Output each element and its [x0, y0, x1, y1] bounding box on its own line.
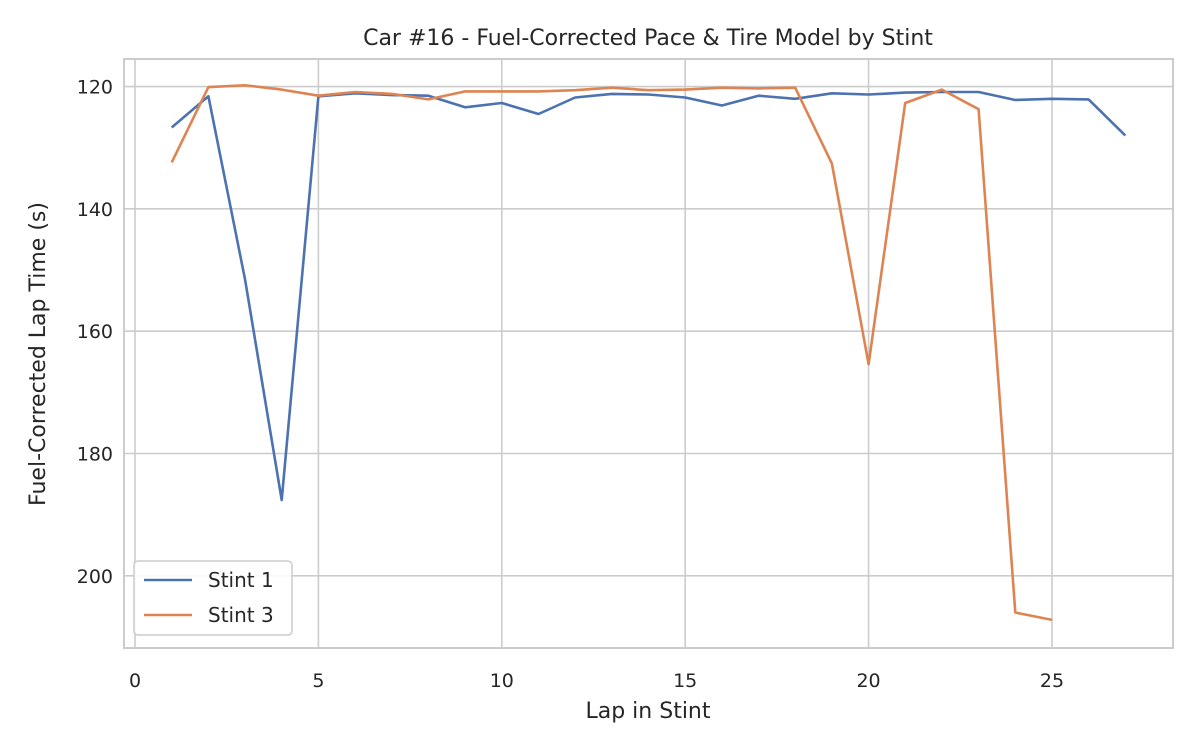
x-tick-label: 20 [856, 670, 880, 692]
y-tick-label: 180 [77, 444, 113, 466]
plot-frame [123, 58, 1174, 649]
x-axis-label: Lap in Stint [585, 699, 710, 724]
series-line-stint-3 [170, 84, 1053, 622]
y-axis-label: Fuel-Corrected Lap Time (s) [26, 202, 51, 506]
y-axis-ticks: 120 140 160 180 200 [77, 77, 113, 588]
x-tick-label: 10 [490, 670, 514, 692]
legend: Stint 1 Stint 3 [133, 560, 293, 636]
legend-label-stint-3: Stint 3 [208, 603, 274, 627]
x-axis-ticks: 0 5 10 15 20 25 [129, 670, 1064, 692]
legend-label-stint-1: Stint 1 [208, 568, 274, 592]
x-tick-label: 0 [129, 670, 141, 692]
y-tick-label: 200 [77, 566, 113, 588]
x-tick-label: 15 [673, 670, 697, 692]
chart-title: Car #16 - Fuel-Corrected Pace & Tire Mod… [363, 26, 933, 51]
grid [124, 59, 1173, 648]
series-layer [170, 84, 1127, 622]
y-tick-label: 120 [77, 77, 113, 99]
x-tick-label: 25 [1040, 670, 1064, 692]
y-tick-label: 160 [77, 321, 113, 343]
y-tick-label: 140 [77, 199, 113, 221]
x-tick-label: 5 [312, 670, 324, 692]
